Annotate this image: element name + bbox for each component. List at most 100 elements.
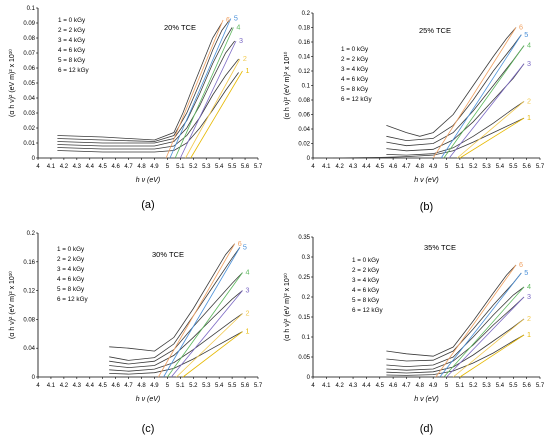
x-tick-label: 4.5 (99, 383, 108, 389)
x-tick-label: 5.3 (482, 164, 491, 170)
x-tick-label: 4.7 (124, 383, 133, 389)
curve-label-2: 2 (527, 96, 531, 105)
x-tick-label: 5.4 (215, 383, 224, 389)
x-tick-label: 4 (36, 164, 40, 170)
y-tick-label: 0.04 (298, 127, 310, 133)
x-tick-label: 5.2 (189, 164, 198, 170)
y-tick-label: 0.35 (298, 235, 310, 241)
legend-entry: 2 = 2 kGy (57, 256, 85, 263)
series-line-5 (386, 34, 522, 142)
y-axis-label: (α h ν)² (eV m)² x 10¹⁰ (283, 273, 291, 341)
series-line-3 (57, 40, 236, 147)
curve-label-6: 6 (519, 260, 523, 269)
y-tick-label: 0.09 (23, 21, 35, 27)
fit-line-5 (439, 272, 522, 378)
y-tick-label: 0.04 (23, 346, 35, 352)
x-tick-label: 4.8 (137, 164, 146, 170)
fit-line-6 (435, 264, 517, 378)
x-tick-label: 5.4 (496, 164, 505, 170)
x-tick-label: 5.7 (254, 164, 263, 170)
y-tick-label: 0.02 (298, 142, 310, 148)
y-tick-label: 0.12 (23, 289, 35, 295)
curve-label-5: 5 (524, 268, 528, 277)
curve-label-6: 6 (238, 239, 242, 248)
panel-label: (d) (420, 423, 433, 435)
fit-line-3 (179, 40, 237, 159)
legend-entry: 4 = 6 kGy (58, 47, 86, 54)
fit-line-6 (165, 19, 224, 159)
y-tick-label: 0 (32, 375, 36, 381)
x-tick-label: 5.1 (456, 383, 465, 389)
curve-label-2: 2 (245, 309, 249, 318)
x-tick-label: 4.4 (86, 383, 95, 389)
x-tick-label: 5.5 (228, 383, 237, 389)
curve-label-3: 3 (239, 36, 243, 45)
series-line-5 (386, 272, 522, 362)
chart-panel-2: 0 0.02 0.04 0.06 0.08 0.1 0.12 0.14 0.16 0.18 0.2 4… (283, 11, 545, 213)
x-tick-label: 4.4 (86, 164, 95, 170)
x-tick-label: 4.1 (47, 383, 56, 389)
y-tick-label: 0.02 (23, 126, 35, 132)
series-line-5 (109, 247, 241, 361)
legend-entry: 6 = 12 kGy (352, 307, 383, 314)
y-tick-label: 0.1 (302, 335, 311, 341)
x-tick-label: 4.5 (376, 383, 385, 389)
x-tick-label: 4.9 (429, 164, 438, 170)
x-tick-label: 4.6 (111, 164, 120, 170)
x-tick-label: 4.2 (60, 383, 69, 389)
series-line-3 (386, 63, 525, 152)
curve-label-5: 5 (524, 30, 528, 39)
legend-entry: 1 = 0 kGy (58, 17, 86, 24)
curve-label-2: 2 (243, 54, 247, 63)
x-tick-label: 5.4 (215, 164, 224, 170)
x-tick-label: 4.6 (389, 164, 398, 170)
x-tick-label: 5.1 (456, 164, 465, 170)
curve-label-4: 4 (527, 282, 531, 291)
legend-entry: 3 = 4 kGy (58, 37, 86, 44)
fit-line-3 (446, 296, 525, 378)
fit-line-4 (443, 286, 525, 378)
chart-panel-3: 0 0.04 0.08 0.12 0.16 0.2 4 4.1 4.2 4.3 4.4 4.5 4.6 4… (8, 231, 263, 435)
fit-line-5 (440, 34, 522, 159)
x-tick-label: 5 (445, 164, 449, 170)
legend-entry: 5 = 8 kGy (352, 297, 380, 304)
panel-label: (c) (142, 423, 155, 435)
curve-label-3: 3 (527, 292, 531, 301)
x-tick-label: 4.4 (362, 164, 371, 170)
y-tick-label: 0 (307, 156, 311, 162)
series-line-1 (109, 331, 243, 375)
series-line-6 (386, 264, 517, 357)
x-tick-label: 5.6 (241, 164, 250, 170)
fit-line-6 (432, 27, 517, 159)
fit-line-5 (169, 18, 232, 159)
x-tick-label: 4.3 (73, 383, 82, 389)
series-line-2 (57, 58, 239, 150)
y-tick-label: 0.1 (302, 84, 311, 90)
curve-label-1: 1 (245, 327, 249, 336)
curve-label-1: 1 (527, 330, 531, 339)
x-tick-label: 4.7 (402, 164, 411, 170)
y-tick-label: 0.08 (23, 36, 35, 42)
series-line-4 (109, 272, 243, 365)
x-tick-label: 5.3 (202, 164, 211, 170)
curve-label-5: 5 (234, 14, 238, 23)
x-tick-label: 5.1 (176, 164, 185, 170)
series-line-4 (386, 286, 525, 368)
x-tick-label: 4.2 (336, 383, 345, 389)
legend-entry: 4 = 6 kGy (352, 287, 380, 294)
x-tick-label: 4.3 (349, 164, 358, 170)
x-axis-label: h ν (eV) (136, 177, 161, 184)
x-tick-label: 5.2 (189, 383, 198, 389)
x-tick-label: 4.9 (150, 383, 159, 389)
x-tick-label: 4.8 (137, 383, 146, 389)
fit-line-1 (182, 331, 243, 378)
curve-label-5: 5 (243, 242, 247, 251)
series-line-3 (386, 296, 525, 371)
panel-label: (a) (141, 199, 154, 211)
x-tick-label: 4 (311, 383, 315, 389)
curve-label-4: 4 (245, 268, 249, 277)
x-tick-label: 4.8 (416, 383, 425, 389)
x-tick-label: 4.9 (429, 383, 438, 389)
x-tick-label: 5.4 (496, 383, 505, 389)
curve-label-1: 1 (245, 66, 249, 75)
